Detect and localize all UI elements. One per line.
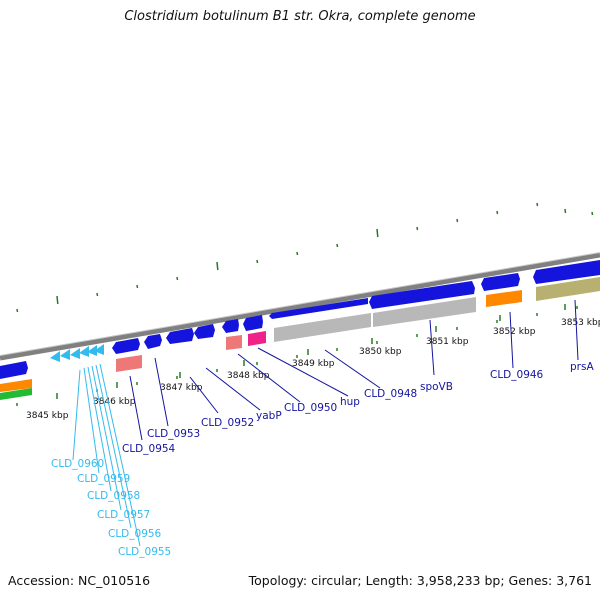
leader-line xyxy=(83,367,100,474)
cds-feature xyxy=(144,334,162,349)
leader-line xyxy=(324,349,381,389)
gene-label: CLD_0953 xyxy=(147,428,200,440)
leader-line xyxy=(129,375,143,441)
trna-feature xyxy=(70,348,80,359)
cds-feature xyxy=(481,273,520,291)
outer-tick xyxy=(96,292,99,297)
topology-label: Topology: circular; Length: 3,958,233 bp… xyxy=(248,573,592,588)
scale-label: 3850 kbp xyxy=(359,347,402,357)
scale-label: 3852 kbp xyxy=(493,327,536,337)
leader-line xyxy=(237,353,301,403)
gene-label: spoVB xyxy=(420,381,453,393)
backbone-line xyxy=(0,252,600,361)
leader-line xyxy=(72,369,81,461)
gene-label: CLD_0960 xyxy=(51,458,104,470)
outer-tick xyxy=(536,202,539,207)
gene-label: CLD_0952 xyxy=(201,417,254,429)
trna-feature xyxy=(60,349,70,360)
gene-label: CLD_0957 xyxy=(97,509,150,521)
outer-tick xyxy=(496,210,499,215)
outer-ticks xyxy=(16,202,594,313)
backbone xyxy=(0,252,600,361)
orange-feature xyxy=(0,379,32,392)
outer-tick xyxy=(136,284,139,289)
cds-feature xyxy=(112,338,140,354)
grey-feature xyxy=(373,297,476,327)
scale-label: 3846 kbp xyxy=(93,397,136,407)
map-title: Clostridium botulinum B1 str. Okra, comp… xyxy=(124,9,476,24)
leader-line xyxy=(87,366,112,492)
outer-tick xyxy=(16,308,19,313)
scale-label: 3849 kbp xyxy=(292,359,335,369)
outer-tick xyxy=(564,208,567,214)
outer-tick xyxy=(456,218,459,223)
cds-feature xyxy=(269,298,368,319)
cds-feature xyxy=(243,315,263,331)
backbone-highlight xyxy=(0,252,600,356)
scale-labels: 3845 kbp 3846 kbp 3847 kbp 3848 kbp 3849… xyxy=(26,318,600,421)
gene-label: yabP xyxy=(256,410,282,422)
outer-tick xyxy=(296,251,299,256)
trna-feature xyxy=(79,346,89,357)
outer-tick xyxy=(216,261,219,271)
cds-feature xyxy=(533,260,600,284)
olive-feature xyxy=(536,277,600,301)
leader-line xyxy=(509,311,514,369)
leader-lines xyxy=(72,299,579,547)
scale-label: 3851 kbp xyxy=(426,337,469,347)
forward-features xyxy=(0,260,600,379)
gene-label: hup xyxy=(340,396,360,408)
pink-feature xyxy=(226,335,242,350)
scale-label: 3847 kbp xyxy=(160,383,203,393)
cds-feature xyxy=(222,319,239,333)
gene-labels: CLD_0960 CLD_0959 CLD_0958 CLD_0957 CLD_… xyxy=(51,361,594,558)
outer-tick xyxy=(376,228,379,238)
leader-line xyxy=(99,363,141,547)
accession-label: Accession: NC_010516 xyxy=(8,573,151,588)
trna-feature xyxy=(50,351,60,362)
grey-feature xyxy=(274,313,371,342)
outer-tick xyxy=(591,211,594,216)
gene-label: CLD_0946 xyxy=(490,369,544,381)
cds-feature xyxy=(369,281,475,309)
gene-label: CLD_0954 xyxy=(122,443,176,455)
leader-line xyxy=(429,319,435,376)
reverse-features xyxy=(0,277,600,400)
cds-feature xyxy=(166,328,194,344)
pink-feature xyxy=(116,355,142,372)
outer-tick xyxy=(336,243,339,248)
scale-label: 3853 kbp xyxy=(561,318,600,328)
orange-feature xyxy=(486,290,522,307)
trna-feature xyxy=(87,345,97,356)
gene-label: CLD_0948 xyxy=(364,388,417,400)
outer-tick xyxy=(56,295,59,305)
gene-label: CLD_0955 xyxy=(118,546,171,558)
trna-feature xyxy=(94,344,104,355)
leader-line xyxy=(257,347,349,397)
scale-label: 3845 kbp xyxy=(26,411,69,421)
leader-line xyxy=(154,357,169,427)
outer-tick xyxy=(416,226,419,231)
inner-ticks xyxy=(16,304,578,406)
magenta-feature xyxy=(248,331,266,346)
leader-line xyxy=(95,364,132,529)
outer-tick xyxy=(256,259,259,264)
outer-tick xyxy=(176,276,179,281)
gene-label: prsA xyxy=(570,361,594,373)
gene-label: CLD_0958 xyxy=(87,490,140,502)
leader-line xyxy=(205,367,261,411)
green-feature xyxy=(0,388,32,400)
leader-line xyxy=(574,299,579,361)
gene-label: CLD_0956 xyxy=(108,528,162,540)
cds-feature xyxy=(0,361,28,379)
leader-line xyxy=(189,376,219,414)
trna-features xyxy=(50,344,104,362)
leader-line xyxy=(91,365,122,511)
scale-label: 3848 kbp xyxy=(227,371,270,381)
cds-feature xyxy=(194,324,215,339)
gene-label: CLD_0959 xyxy=(77,473,130,485)
gene-label: CLD_0950 xyxy=(284,402,337,414)
